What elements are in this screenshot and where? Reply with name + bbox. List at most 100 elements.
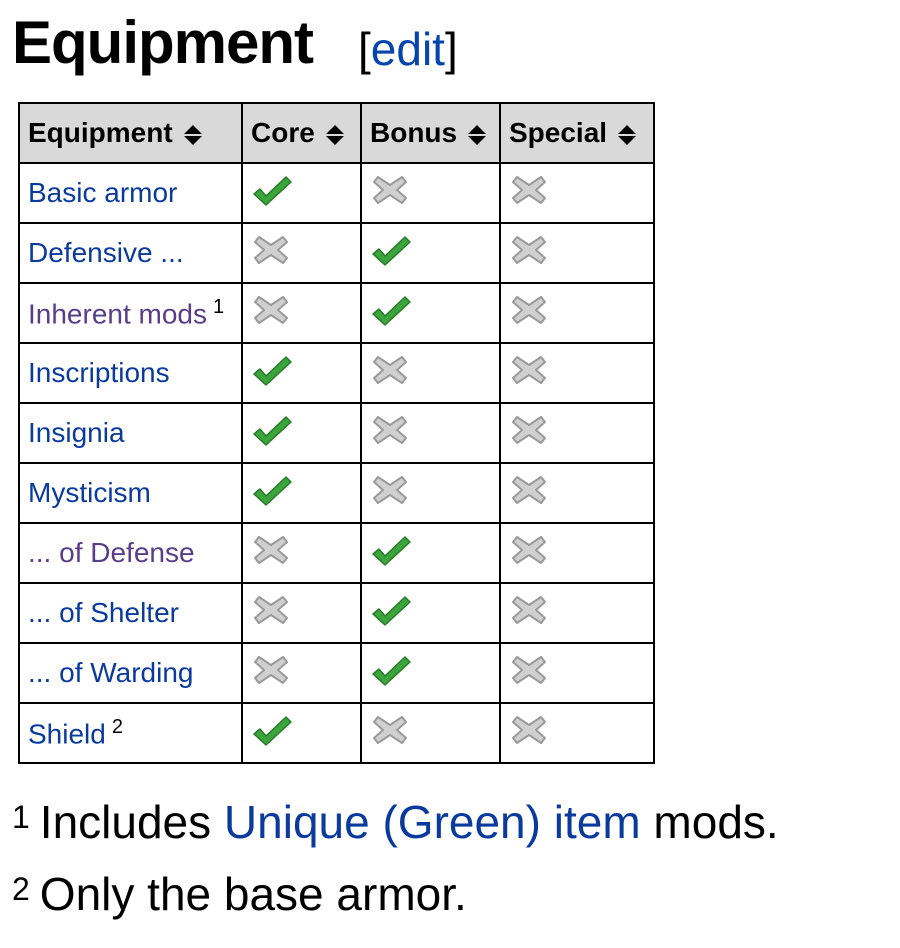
section-title: Equipment bbox=[12, 9, 314, 76]
equipment-link[interactable]: ... of Warding bbox=[28, 657, 194, 688]
cross-icon bbox=[509, 472, 549, 515]
cross-icon bbox=[251, 652, 291, 695]
cross-icon bbox=[370, 712, 410, 755]
equipment-table: Equipment Core Bonus Special Basic armor… bbox=[18, 102, 655, 764]
table-body: Basic armor Defensive ... Inherent mods 1 In… bbox=[18, 162, 655, 764]
equipment-cell: Defensive ... bbox=[18, 222, 243, 284]
special-cell bbox=[499, 342, 655, 404]
header-bonus[interactable]: Bonus bbox=[360, 102, 501, 164]
table-row: Inherent mods 1 bbox=[18, 282, 655, 344]
check-icon bbox=[370, 532, 412, 575]
core-cell bbox=[241, 342, 362, 404]
header-label: Equipment bbox=[28, 117, 173, 148]
footnote-mark: 1 bbox=[12, 798, 30, 835]
special-cell bbox=[499, 462, 655, 524]
cross-icon bbox=[251, 292, 291, 335]
footnote-text: Only the base armor. bbox=[39, 868, 467, 920]
header-core[interactable]: Core bbox=[241, 102, 362, 164]
cross-icon bbox=[251, 232, 291, 275]
bonus-cell bbox=[360, 162, 501, 224]
check-icon bbox=[251, 172, 293, 215]
table-row: Inscriptions bbox=[18, 342, 655, 404]
equipment-link[interactable]: Basic armor bbox=[28, 177, 178, 208]
special-cell bbox=[499, 282, 655, 344]
cross-icon bbox=[509, 712, 549, 755]
bonus-cell bbox=[360, 222, 501, 284]
check-icon bbox=[251, 472, 293, 515]
table-row: Insignia bbox=[18, 402, 655, 464]
footnote-ref[interactable]: 2 bbox=[111, 715, 123, 738]
equipment-link[interactable]: ... of Defense bbox=[28, 537, 195, 568]
cross-icon bbox=[370, 472, 410, 515]
table-row: Mysticism bbox=[18, 462, 655, 524]
core-cell bbox=[241, 222, 362, 284]
equipment-cell: ... of Defense bbox=[18, 522, 243, 584]
header-label: Special bbox=[509, 117, 608, 148]
equipment-cell: Shield 2 bbox=[18, 702, 243, 764]
check-icon bbox=[251, 412, 293, 455]
equipment-link[interactable]: Inherent mods bbox=[28, 298, 207, 330]
special-cell bbox=[499, 522, 655, 584]
special-cell bbox=[499, 162, 655, 224]
edit-link[interactable]: edit bbox=[370, 23, 445, 75]
cross-icon bbox=[509, 412, 549, 455]
bonus-cell bbox=[360, 402, 501, 464]
cross-icon bbox=[509, 292, 549, 335]
equipment-cell: ... of Warding bbox=[18, 642, 243, 704]
bracket-close: ] bbox=[444, 23, 458, 75]
core-cell bbox=[241, 462, 362, 524]
table-row: Defensive ... bbox=[18, 222, 655, 284]
equipment-link[interactable]: Inscriptions bbox=[28, 357, 170, 388]
special-cell bbox=[499, 642, 655, 704]
header-label: Bonus bbox=[370, 117, 458, 148]
core-cell bbox=[241, 582, 362, 644]
cross-icon bbox=[509, 652, 549, 695]
bonus-cell bbox=[360, 582, 501, 644]
core-cell bbox=[241, 402, 362, 464]
equipment-cell: ... of Shelter bbox=[18, 582, 243, 644]
edit-section: [edit] bbox=[358, 22, 458, 76]
equipment-link[interactable]: Shield bbox=[28, 718, 106, 750]
equipment-link[interactable]: Insignia bbox=[28, 417, 125, 448]
equipment-cell: Basic armor bbox=[18, 162, 243, 224]
footnote-mark: 2 bbox=[12, 870, 30, 907]
special-cell bbox=[499, 582, 655, 644]
header-label: Core bbox=[251, 117, 315, 148]
core-cell bbox=[241, 282, 362, 344]
equipment-link[interactable]: Mysticism bbox=[28, 477, 151, 508]
check-icon bbox=[251, 712, 293, 755]
bonus-cell bbox=[360, 342, 501, 404]
core-cell bbox=[241, 162, 362, 224]
check-icon bbox=[251, 352, 293, 395]
footnote-1: 1 Includes Unique (Green) item mods. bbox=[12, 795, 779, 849]
equipment-cell: Mysticism bbox=[18, 462, 243, 524]
cross-icon bbox=[509, 172, 549, 215]
table-header-row: Equipment Core Bonus Special bbox=[18, 102, 655, 164]
footnote-text: mods. bbox=[640, 796, 779, 848]
equipment-link[interactable]: Defensive ... bbox=[28, 237, 184, 268]
bonus-cell bbox=[360, 522, 501, 584]
cross-icon bbox=[509, 592, 549, 635]
table-row: ... of Defense bbox=[18, 522, 655, 584]
cross-icon bbox=[370, 352, 410, 395]
check-icon bbox=[370, 652, 412, 695]
bonus-cell bbox=[360, 462, 501, 524]
cross-icon bbox=[370, 172, 410, 215]
header-equipment[interactable]: Equipment bbox=[18, 102, 243, 164]
equipment-link[interactable]: ... of Shelter bbox=[28, 597, 179, 628]
footnote-ref[interactable]: 1 bbox=[213, 295, 225, 318]
cross-icon bbox=[251, 532, 291, 575]
core-cell bbox=[241, 642, 362, 704]
special-cell bbox=[499, 702, 655, 764]
footnote-link[interactable]: Unique (Green) item bbox=[223, 796, 641, 848]
equipment-cell: Inherent mods 1 bbox=[18, 282, 243, 344]
check-icon bbox=[370, 592, 412, 635]
header-special[interactable]: Special bbox=[499, 102, 655, 164]
bonus-cell bbox=[360, 702, 501, 764]
check-icon bbox=[370, 232, 412, 275]
footnote-2: 2 Only the base armor. bbox=[12, 867, 467, 921]
equipment-cell: Inscriptions bbox=[18, 342, 243, 404]
footnote-text: Includes bbox=[39, 796, 224, 848]
check-icon bbox=[370, 292, 412, 335]
bracket-open: [ bbox=[358, 23, 371, 75]
